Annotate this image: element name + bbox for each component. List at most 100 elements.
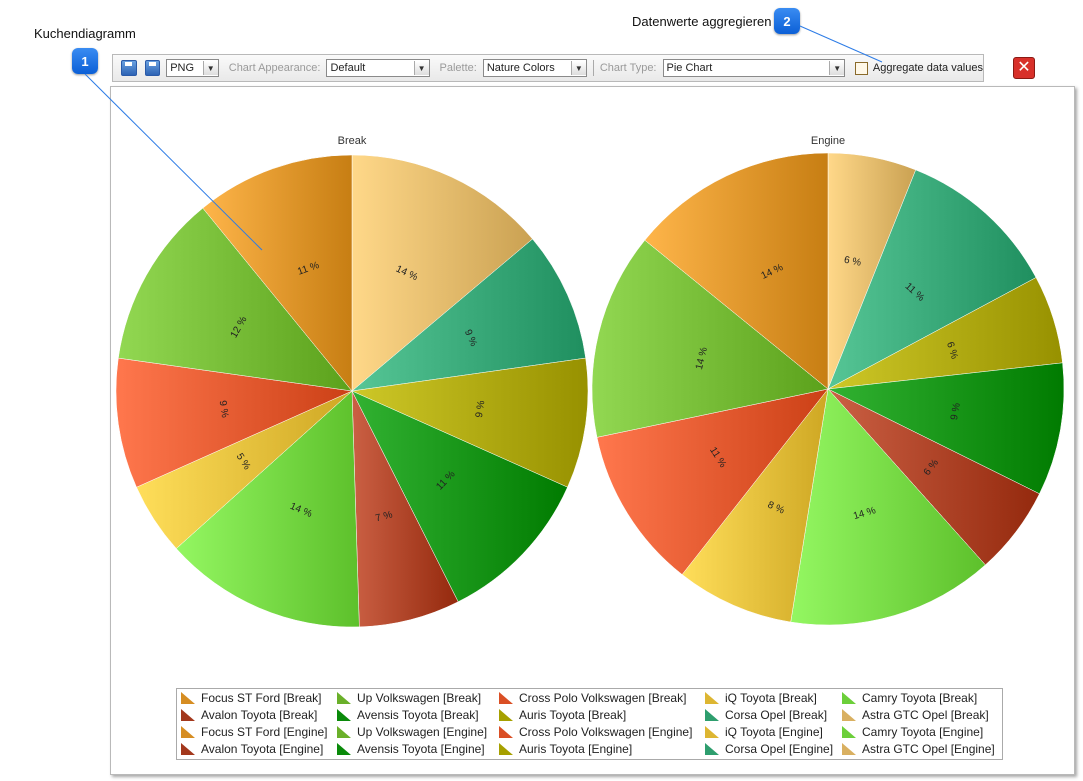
legend-label: Avensis Toyota [Break] [357, 708, 479, 722]
legend-swatch [181, 743, 195, 755]
chevron-down-icon: ▼ [570, 61, 586, 75]
chart-legend: Focus ST Ford [Break] Up Volkswagen [Brea… [176, 688, 1003, 760]
legend-label: Astra GTC Opel [Engine] [862, 742, 995, 756]
legend-label: Up Volkswagen [Engine] [357, 725, 488, 739]
legend-item: Corsa Opel [Engine] [705, 742, 833, 756]
legend-label: Camry Toyota [Break] [862, 691, 978, 705]
legend-item: Focus ST Ford [Break] [181, 691, 322, 705]
legend-label: iQ Toyota [Break] [725, 691, 817, 705]
appearance-select[interactable]: Default ▼ [326, 59, 430, 77]
chart-type-select[interactable]: Pie Chart ▼ [662, 59, 846, 77]
pie-slice [115, 357, 353, 488]
legend-label: Up Volkswagen [Break] [357, 691, 482, 705]
pie-slice [790, 388, 986, 626]
save-icon[interactable] [121, 60, 137, 76]
legend-item: Up Volkswagen [Break] [337, 691, 481, 705]
callout-label-1: Kuchendiagramm [34, 26, 136, 41]
legend-swatch [337, 709, 351, 721]
pie-slice-label: 9 % [474, 400, 487, 419]
pie-slice [591, 239, 829, 438]
appearance-label: Chart Appearance: [228, 62, 321, 74]
pie-slice [351, 390, 568, 603]
legend-swatch [705, 726, 719, 738]
pie-slice-label: 6 % [843, 255, 862, 269]
pie-slice-label: 9 % [949, 402, 963, 421]
legend-swatch [499, 726, 513, 738]
legend-swatch [181, 692, 195, 704]
legend-item: Avensis Toyota [Engine] [337, 742, 485, 756]
legend-label: Cross Polo Volkswagen [Break] [519, 691, 687, 705]
legend-item: Corsa Opel [Break] [705, 708, 827, 722]
callout-badge-1: 1 [72, 48, 98, 74]
chart-toolbar: PNG ▼ Chart Appearance: Default ▼ Palett… [112, 54, 984, 82]
legend-label: Focus ST Ford [Engine] [201, 725, 328, 739]
legend-item: iQ Toyota [Break] [705, 691, 817, 705]
aggregate-checkbox[interactable] [855, 61, 868, 75]
legend-item: Camry Toyota [Engine] [842, 725, 983, 739]
pie-slice [351, 390, 459, 628]
legend-swatch [337, 726, 351, 738]
legend-swatch [181, 709, 195, 721]
pie-slice [351, 357, 589, 488]
legend-swatch [499, 743, 513, 755]
legend-swatch [842, 726, 856, 738]
legend-swatch [842, 743, 856, 755]
legend-label: Auris Toyota [Break] [519, 708, 627, 722]
pie-title-0: Break [338, 135, 367, 147]
legend-swatch [705, 743, 719, 755]
legend-swatch [842, 709, 856, 721]
palette-select-value: Nature Colors [486, 62, 555, 74]
pie-slice [175, 390, 360, 628]
legend-label: Camry Toyota [Engine] [862, 725, 984, 739]
legend-swatch [337, 692, 351, 704]
legend-item: Focus ST Ford [Engine] [181, 725, 328, 739]
pie-slice [827, 169, 1037, 390]
legend-label: iQ Toyota [Engine] [725, 725, 823, 739]
pie-slice-label: 7 % [374, 509, 394, 524]
save-as-icon[interactable] [144, 60, 161, 76]
pie-slice [644, 152, 829, 390]
pie-slice [351, 238, 586, 392]
pie-title-1: Engine [811, 135, 845, 147]
legend-item: Auris Toyota [Break] [499, 708, 626, 722]
format-select[interactable]: PNG ▼ [166, 59, 219, 77]
chevron-down-icon: ▼ [202, 61, 218, 75]
legend-label: Astra GTC Opel [Break] [862, 708, 989, 722]
legend-label: Auris Toyota [Engine] [519, 742, 633, 756]
legend-label: Corsa Opel [Break] [725, 708, 828, 722]
legend-item: iQ Toyota [Engine] [705, 725, 823, 739]
legend-item: Avensis Toyota [Break] [337, 708, 479, 722]
pie-slice [596, 388, 829, 575]
legend-item: Auris Toyota [Engine] [499, 742, 632, 756]
pie-slice-label: 6 % [944, 341, 960, 361]
legend-swatch [499, 692, 513, 704]
legend-item: Camry Toyota [Break] [842, 691, 977, 705]
chart-type-select-value: Pie Chart [666, 62, 713, 74]
palette-select[interactable]: Nature Colors ▼ [482, 59, 587, 77]
legend-label: Avalon Toyota [Engine] [201, 742, 324, 756]
pie-slice [827, 362, 1065, 495]
legend-swatch [337, 743, 351, 755]
toolbar-separator [592, 60, 594, 76]
legend-item: Astra GTC Opel [Engine] [842, 742, 995, 756]
legend-label: Avalon Toyota [Break] [201, 708, 318, 722]
legend-swatch [499, 709, 513, 721]
legend-label: Avensis Toyota [Engine] [357, 742, 485, 756]
legend-item: Cross Polo Volkswagen [Engine] [499, 725, 692, 739]
pie-slice-label: 9 % [217, 400, 230, 419]
legend-label: Cross Polo Volkswagen [Engine] [519, 725, 693, 739]
callout-badge-2: 2 [774, 8, 800, 34]
close-icon[interactable]: ✕ [1013, 57, 1035, 79]
pie-slice [351, 154, 533, 392]
aggregate-label[interactable]: Aggregate data values [872, 62, 983, 74]
chevron-down-icon: ▼ [413, 61, 429, 75]
pie-slice-label: 14 % [694, 346, 710, 371]
chevron-down-icon: ▼ [829, 61, 845, 75]
format-select-value: PNG [170, 62, 195, 74]
legend-swatch [181, 726, 195, 738]
chart-type-label: Chart Type: [599, 62, 657, 74]
legend-item: Astra GTC Opel [Break] [842, 708, 989, 722]
legend-label: Corsa Opel [Engine] [725, 742, 834, 756]
callout-label-2: Datenwerte aggregieren [632, 14, 772, 29]
